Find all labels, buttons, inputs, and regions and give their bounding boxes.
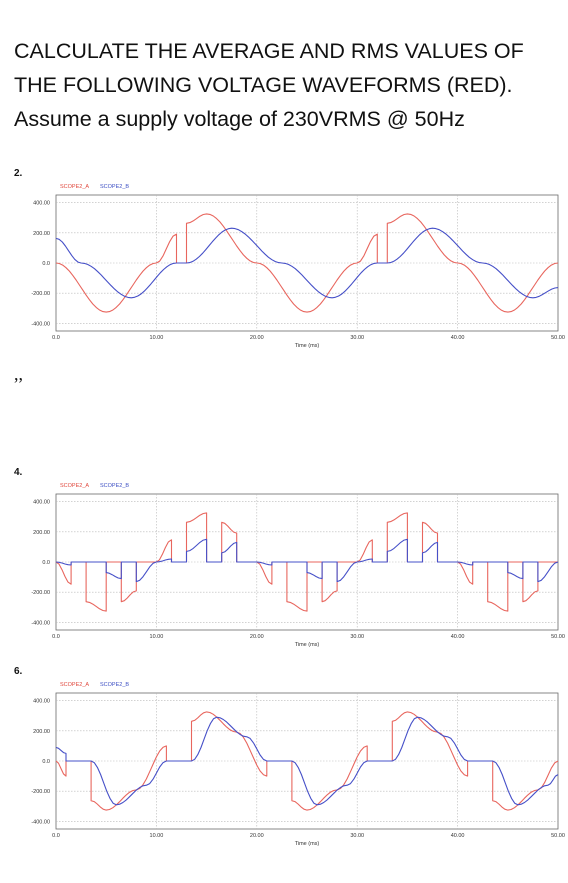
y-tick-label: -400.00 (31, 620, 50, 626)
series-line-a (55, 213, 559, 313)
legend-entry-a: SCOPE2_A (60, 483, 89, 489)
figure-number: 6. (14, 666, 23, 677)
y-tick-label: 400.00 (33, 500, 50, 506)
y-tick-label: 0.0 (42, 759, 50, 765)
x-tick-label: 10.00 (150, 634, 164, 640)
question-text: CALCULATE THE AVERAGE AND RMS VALUES OF … (14, 39, 524, 131)
y-tick-label: -200.00 (31, 590, 50, 596)
x-tick-label: 30.00 (350, 335, 364, 341)
y-tick-label: -200.00 (31, 291, 50, 297)
y-tick-label: 200.00 (33, 530, 50, 536)
legend-entry-a: SCOPE2_A (60, 184, 89, 190)
series-line-b (55, 538, 559, 583)
x-tick-label: 50.00 (551, 634, 565, 640)
series-line-b (55, 716, 559, 806)
x-tick-label: 20.00 (250, 634, 264, 640)
x-tick-label: 0.0 (52, 335, 60, 341)
x-axis-title: Time (ms) (295, 642, 320, 648)
x-tick-label: 0.0 (52, 833, 60, 839)
waveform-chart: SCOPE2_A SCOPE2_B 0.0 10.00 20.00 30.00 40.00 5… (31, 682, 565, 847)
x-tick-label: 40.00 (451, 335, 465, 341)
y-tick-label: 400.00 (33, 699, 50, 705)
legend-entry-b: SCOPE2_B (100, 184, 129, 190)
y-tick-label: 400.00 (33, 201, 50, 207)
x-tick-label: 0.0 (52, 634, 60, 640)
x-tick-label: 30.00 (350, 833, 364, 839)
x-tick-label: 20.00 (250, 335, 264, 341)
x-axis-title: Time (ms) (295, 343, 320, 349)
figure-number: 2. (14, 168, 23, 179)
legend-entry-a: SCOPE2_A (60, 682, 89, 688)
legend-entry-b: SCOPE2_B (100, 682, 129, 688)
x-tick-label: 20.00 (250, 833, 264, 839)
x-tick-label: 40.00 (451, 634, 465, 640)
x-tick-label: 10.00 (150, 335, 164, 341)
separator-mark: ,, (14, 364, 23, 384)
x-tick-label: 50.00 (551, 335, 565, 341)
x-axis-title: Time (ms) (295, 841, 320, 847)
figure-number: 4. (14, 467, 23, 478)
y-tick-label: 200.00 (33, 729, 50, 735)
y-tick-label: 0.0 (42, 560, 50, 566)
y-tick-label: 200.00 (33, 231, 50, 237)
y-tick-label: -400.00 (31, 819, 50, 825)
legend-entry-b: SCOPE2_B (100, 483, 129, 489)
x-tick-label: 10.00 (150, 833, 164, 839)
x-tick-label: 40.00 (451, 833, 465, 839)
x-tick-label: 30.00 (350, 634, 364, 640)
y-tick-label: -400.00 (31, 321, 50, 327)
y-tick-label: -200.00 (31, 789, 50, 795)
waveform-chart: SCOPE2_A SCOPE2_B 0.0 10.00 20.00 30.00 40.00 5… (31, 184, 565, 349)
waveform-chart: SCOPE2_A SCOPE2_B 0.0 10.00 20.00 30.00 40.00 5… (31, 483, 565, 648)
y-tick-label: 0.0 (42, 261, 50, 267)
x-tick-label: 50.00 (551, 833, 565, 839)
series-line-b (55, 227, 559, 299)
